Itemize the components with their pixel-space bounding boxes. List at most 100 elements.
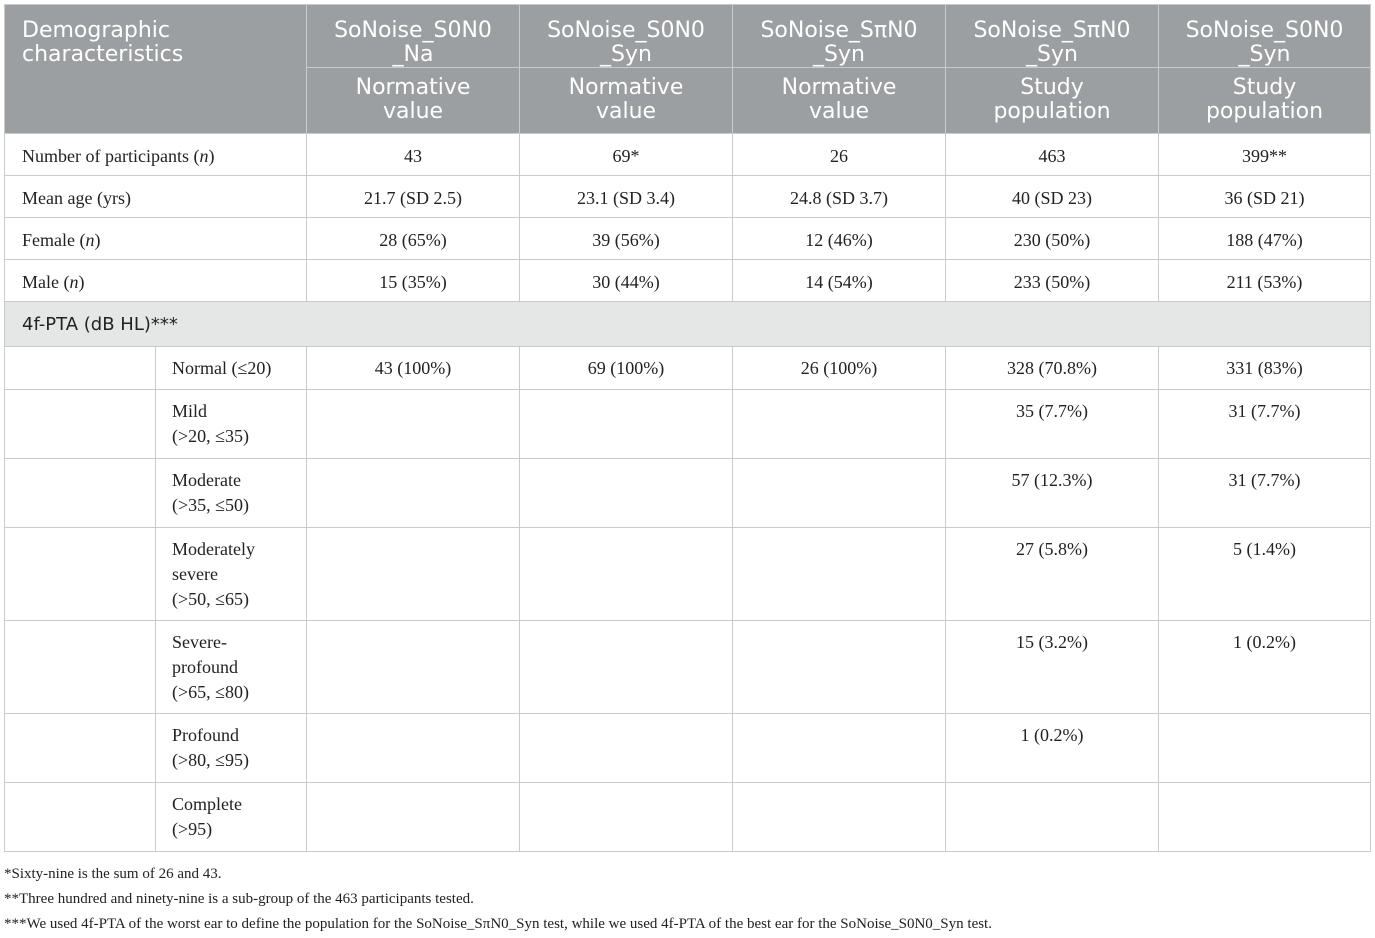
column-header-group: Normative value <box>306 67 520 134</box>
table-cell <box>732 527 946 621</box>
row-label: Female (n) <box>4 217 307 260</box>
table-cell <box>732 782 946 852</box>
column-header-group: Normative value <box>732 67 946 134</box>
table-row: Complete (>95) <box>4 782 1371 852</box>
column-header-test: SoNoise_SπN0 _Syn <box>732 4 946 68</box>
table-cell <box>306 782 520 852</box>
table-cell: 57 (12.3%) <box>945 458 1159 528</box>
table-cell: 399** <box>1158 133 1371 176</box>
column-header-group-label: Study population <box>1205 75 1324 124</box>
table-row: Severe- profound (>65, ≤80) 15 (3.2%) 1 (0… <box>4 620 1371 714</box>
table-row: Normal (≤20) 43 (100%) 69 (100%) 26 (100%) 3… <box>4 346 1371 390</box>
table-cell: 27 (5.8%) <box>945 527 1159 621</box>
table-cell: 24.8 (SD 3.7) <box>732 175 946 218</box>
table-cell <box>306 713 520 783</box>
row-label: Profound (>80, ≤95) <box>155 713 307 783</box>
table-cell <box>519 782 733 852</box>
indent-cell <box>4 527 156 621</box>
table-cell <box>519 389 733 459</box>
column-header-test: SoNoise_S0N0 _Na <box>306 4 520 68</box>
table-cell <box>306 389 520 459</box>
column-header-test-label: SoNoise_S0N0 _Na <box>334 18 492 67</box>
table-cell <box>519 458 733 528</box>
row-label: Male (n) <box>4 259 307 302</box>
column-header-group: Study population <box>1158 67 1371 134</box>
demographics-table: Demographic characteristics SoNoise_S0N0… <box>4 4 1371 852</box>
indent-cell <box>4 620 156 714</box>
table-cell: 26 (100%) <box>732 346 946 390</box>
table-cell: 28 (65%) <box>306 217 520 260</box>
table-cell <box>732 620 946 714</box>
column-header-test-label: SoNoise_S0N0 _Syn <box>547 18 705 67</box>
table-cell: 21.7 (SD 2.5) <box>306 175 520 218</box>
column-header-group-label: Study population <box>993 75 1111 124</box>
column-header-test: SoNoise_S0N0 _Syn <box>1158 4 1371 68</box>
table-cell <box>519 713 733 783</box>
table-cell: 43 <box>306 133 520 176</box>
table-cell: 230 (50%) <box>945 217 1159 260</box>
table-cell: 26 <box>732 133 946 176</box>
indent-cell <box>4 782 156 852</box>
table-cell: 69 (100%) <box>519 346 733 390</box>
table-cell: 31 (7.7%) <box>1158 458 1371 528</box>
column-header-group: Normative value <box>519 67 733 134</box>
table-cell: 328 (70.8%) <box>945 346 1159 390</box>
table-row: Male (n) 15 (35%) 30 (44%) 14 (54%) 233 (50%… <box>4 259 1371 302</box>
column-header-test: SoNoise_SπN0 _Syn <box>945 4 1159 68</box>
table-cell <box>306 620 520 714</box>
table-cell: 12 (46%) <box>732 217 946 260</box>
column-header-group-label: Normative value <box>781 75 897 124</box>
footnote-2: **Three hundred and ninety-nine is a sub… <box>4 891 474 907</box>
indent-cell <box>4 389 156 459</box>
table-row: Female (n) 28 (65%) 39 (56%) 12 (46%) 230 (5… <box>4 217 1371 260</box>
table-cell <box>306 527 520 621</box>
row-label: Mean age (yrs) <box>4 175 307 218</box>
column-header-group-label: Normative value <box>355 75 471 124</box>
row-label: Normal (≤20) <box>155 346 307 390</box>
table-cell: 1 (0.2%) <box>1158 620 1371 714</box>
table-cell: 188 (47%) <box>1158 217 1371 260</box>
row-label: Mild (>20, ≤35) <box>155 389 307 459</box>
table-cell: 69* <box>519 133 733 176</box>
table-cell <box>519 527 733 621</box>
footnotes: *Sixty-nine is the sum of 26 and 43. **T… <box>4 862 992 937</box>
corner-header-label: Demographic characteristics <box>22 18 184 67</box>
table-cell: 40 (SD 23) <box>945 175 1159 218</box>
row-label: Severe- profound (>65, ≤80) <box>155 620 307 714</box>
table-cell: 23.1 (SD 3.4) <box>519 175 733 218</box>
table-row: Number of participants (n) 43 69* 26 463 399*… <box>4 133 1371 176</box>
column-header-test-label: SoNoise_S0N0 _Syn <box>1185 18 1344 67</box>
row-label: Number of participants (n) <box>4 133 307 176</box>
header-row-groups: Normative value Normative value Normativ… <box>5 67 1371 134</box>
table-cell: 30 (44%) <box>519 259 733 302</box>
table-cell: 211 (53%) <box>1158 259 1371 302</box>
column-header-test-label: SoNoise_SπN0 _Syn <box>973 18 1131 67</box>
row-label: Complete (>95) <box>155 782 307 852</box>
table-cell <box>519 620 733 714</box>
header-row-tests: Demographic characteristics SoNoise_S0N0… <box>4 4 1371 134</box>
section-row: 4f-PTA (dB HL)*** <box>4 301 1371 347</box>
table-cell: 233 (50%) <box>945 259 1159 302</box>
table-row: Profound (>80, ≤95) 1 (0.2%) <box>4 713 1371 783</box>
table-row: Moderate (>35, ≤50) 57 (12.3%) 31 (7.7%) <box>4 458 1371 528</box>
table-cell: 31 (7.7%) <box>1158 389 1371 459</box>
table-cell: 35 (7.7%) <box>945 389 1159 459</box>
table-cell: 39 (56%) <box>519 217 733 260</box>
row-label: Moderate (>35, ≤50) <box>155 458 307 528</box>
table-cell: 1 (0.2%) <box>945 713 1159 783</box>
footnote-1: *Sixty-nine is the sum of 26 and 43. <box>4 866 222 882</box>
row-label: Moderately severe (>50, ≤65) <box>155 527 307 621</box>
indent-cell <box>4 713 156 783</box>
table-cell: 15 (35%) <box>306 259 520 302</box>
column-header-test-label: SoNoise_SπN0 _Syn <box>760 18 918 67</box>
section-label: 4f-PTA (dB HL)*** <box>4 301 1371 347</box>
table-cell <box>732 713 946 783</box>
table-cell: 463 <box>945 133 1159 176</box>
table-row: Mean age (yrs) 21.7 (SD 2.5) 23.1 (SD 3.4)… <box>4 175 1371 218</box>
demographics-table-container: Demographic characteristics SoNoise_S0N0… <box>4 4 1371 852</box>
indent-cell <box>4 458 156 528</box>
table-cell <box>1158 782 1371 852</box>
footnote-3: ***We used 4f-PTA of the worst ear to de… <box>4 916 992 932</box>
column-header-group: Study population <box>945 67 1159 134</box>
table-body: Number of participants (n) 43 69* 26 463 399*… <box>4 133 1371 852</box>
